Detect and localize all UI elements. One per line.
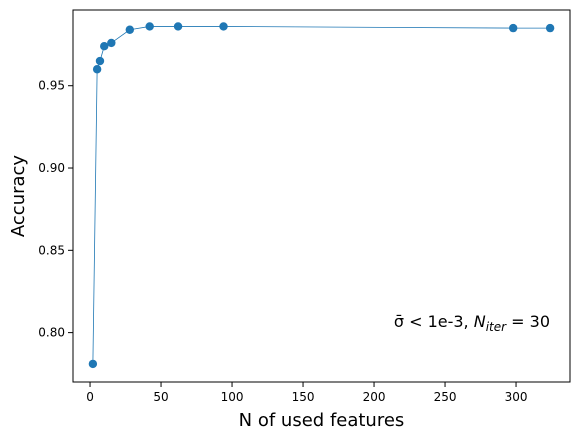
y-axis-label: Accuracy bbox=[8, 155, 29, 238]
annotation: σ̄ < 1e-3, Niter = 30 bbox=[394, 312, 550, 334]
data-point bbox=[145, 22, 154, 31]
data-point bbox=[545, 23, 555, 33]
data-point bbox=[219, 22, 228, 31]
annotation-n-subscript: iter bbox=[486, 320, 507, 334]
x-tick-label: 0 bbox=[86, 390, 94, 404]
x-tick-label: 100 bbox=[221, 390, 244, 404]
plot-area bbox=[72, 9, 571, 383]
x-tick-label: 50 bbox=[153, 390, 168, 404]
annotation-sigma: σ̄ < 1e-3, bbox=[394, 312, 474, 331]
x-tick-label: 250 bbox=[434, 390, 457, 404]
y-axis-ticks: 0.80 0.85 0.90 0.95 bbox=[38, 79, 73, 340]
y-tick-label: 0.80 bbox=[38, 326, 65, 340]
data-point bbox=[173, 22, 183, 31]
data-point bbox=[92, 65, 102, 74]
data-point bbox=[125, 25, 134, 34]
y-tick-label: 0.90 bbox=[38, 161, 65, 175]
y-tick-label: 0.85 bbox=[38, 243, 65, 257]
data-point bbox=[100, 42, 109, 51]
y-tick-label: 0.95 bbox=[38, 79, 65, 93]
x-tick-label: 150 bbox=[292, 390, 315, 404]
annotation-n-value: = 30 bbox=[506, 312, 550, 331]
x-tick-label: 200 bbox=[363, 390, 386, 404]
data-point bbox=[107, 38, 116, 48]
data-point bbox=[95, 56, 105, 66]
x-axis-label: N of used features bbox=[239, 410, 405, 431]
data-point bbox=[509, 23, 518, 33]
data-point bbox=[88, 359, 98, 369]
annotation-n: N bbox=[474, 312, 486, 331]
chart-marks bbox=[88, 22, 555, 369]
x-tick-label: 300 bbox=[505, 390, 528, 404]
x-axis-ticks: 0 50 100 150 200 250 300 bbox=[86, 382, 527, 404]
